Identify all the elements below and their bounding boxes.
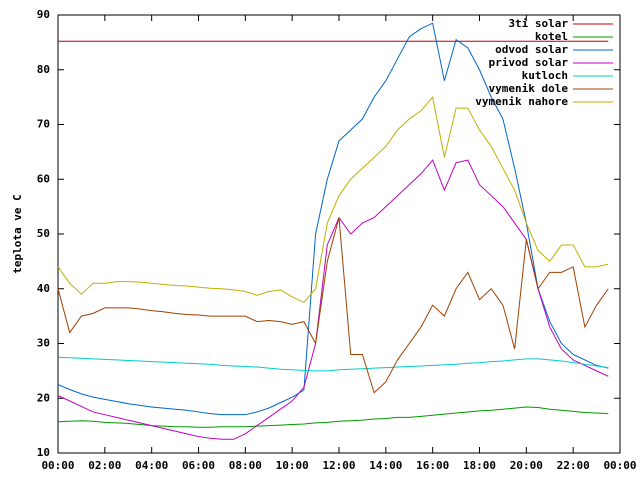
legend-label: kutloch xyxy=(522,69,568,82)
x-tick-label: 08:00 xyxy=(229,459,262,472)
series-line xyxy=(57,22,609,416)
legend-label: vymenik dole xyxy=(489,82,569,95)
y-tick-label: 40 xyxy=(37,282,50,295)
y-tick-label: 80 xyxy=(37,63,50,76)
y-tick-label: 10 xyxy=(37,446,50,459)
y-tick-label: 60 xyxy=(37,172,50,185)
x-tick-label: 14:00 xyxy=(369,459,402,472)
y-tick-label: 30 xyxy=(37,337,50,350)
legend-label: kotel xyxy=(535,30,568,43)
y-tick-label: 50 xyxy=(37,227,50,240)
x-tick-label: 16:00 xyxy=(416,459,449,472)
y-axis-label: teplota ve C xyxy=(11,194,24,273)
x-tick-label: 22:00 xyxy=(557,459,590,472)
x-tick-label: 20:00 xyxy=(510,459,543,472)
x-tick-label: 10:00 xyxy=(276,459,309,472)
x-tick-label: 18:00 xyxy=(463,459,496,472)
x-tick-label: 02:00 xyxy=(88,459,121,472)
y-tick-label: 70 xyxy=(37,118,50,131)
x-tick-label: 12:00 xyxy=(322,459,355,472)
series-line xyxy=(57,96,609,304)
legend-label: 3ti solar xyxy=(508,17,568,30)
y-tick-label: 20 xyxy=(37,391,50,404)
x-tick-label: 06:00 xyxy=(182,459,215,472)
series-line xyxy=(57,356,609,372)
series-line xyxy=(57,159,609,440)
series-line xyxy=(57,217,609,394)
series-line xyxy=(57,406,609,428)
legend-label: odvod solar xyxy=(495,43,568,56)
x-tick-label: 04:00 xyxy=(135,459,168,472)
x-tick-label: 00:00 xyxy=(41,459,74,472)
x-tick-label: 00:00 xyxy=(603,459,636,472)
legend-label: vymenik nahore xyxy=(475,95,568,108)
y-tick-label: 90 xyxy=(37,8,50,21)
legend-label: privod solar xyxy=(489,56,569,69)
